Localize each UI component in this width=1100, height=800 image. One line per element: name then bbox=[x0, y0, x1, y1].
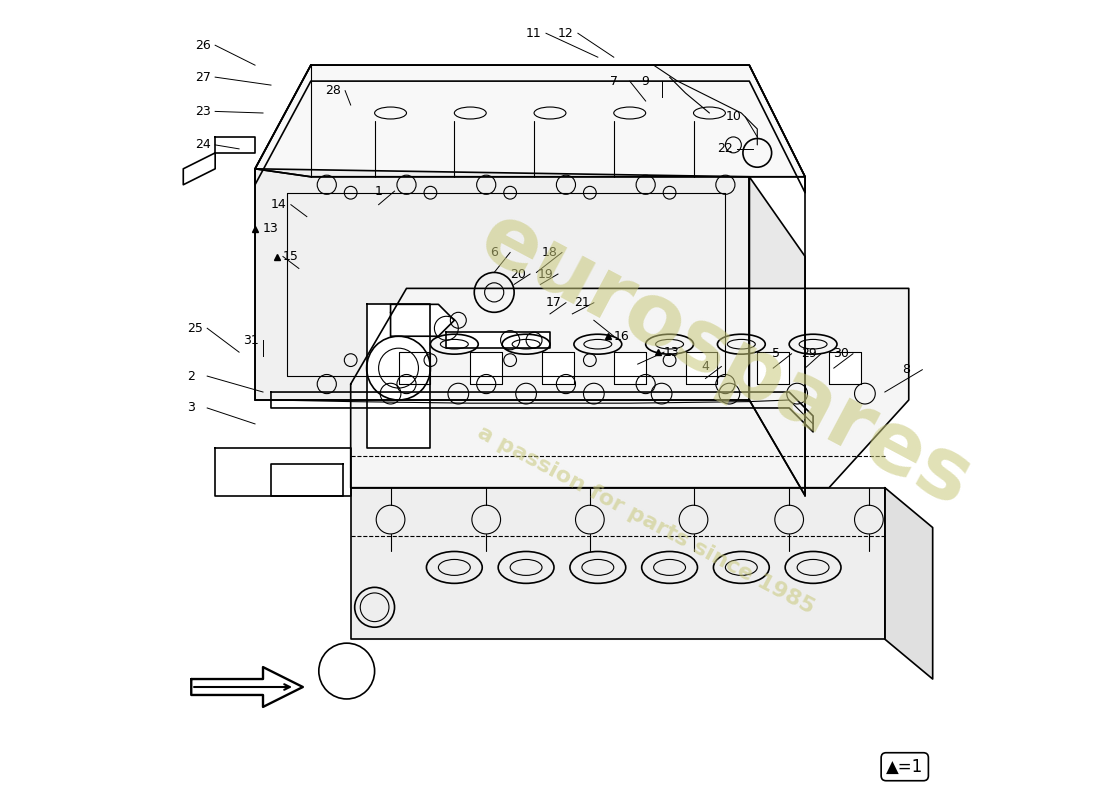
Text: 11: 11 bbox=[526, 26, 542, 40]
Text: 1: 1 bbox=[375, 185, 383, 198]
Text: eurospares: eurospares bbox=[465, 195, 986, 525]
Polygon shape bbox=[216, 137, 255, 153]
Text: 10: 10 bbox=[725, 110, 741, 123]
Text: 26: 26 bbox=[195, 38, 211, 52]
Polygon shape bbox=[191, 667, 302, 707]
Text: 13: 13 bbox=[664, 346, 680, 358]
Polygon shape bbox=[757, 352, 789, 384]
Text: 31: 31 bbox=[243, 334, 258, 346]
Text: 30: 30 bbox=[833, 347, 849, 360]
Text: a passion for parts since 1985: a passion for parts since 1985 bbox=[474, 422, 817, 618]
Text: 27: 27 bbox=[195, 70, 211, 84]
Text: ▲=1: ▲=1 bbox=[887, 758, 923, 776]
Text: 17: 17 bbox=[546, 296, 562, 310]
Polygon shape bbox=[884, 488, 933, 679]
Polygon shape bbox=[749, 177, 805, 496]
Text: 8: 8 bbox=[902, 363, 911, 376]
Polygon shape bbox=[351, 288, 909, 488]
Polygon shape bbox=[351, 488, 884, 639]
Polygon shape bbox=[398, 352, 430, 384]
Text: 25: 25 bbox=[187, 322, 204, 334]
Polygon shape bbox=[255, 169, 749, 400]
Text: 4: 4 bbox=[702, 360, 710, 373]
Polygon shape bbox=[685, 352, 717, 384]
Polygon shape bbox=[184, 153, 216, 185]
Text: 12: 12 bbox=[558, 26, 574, 40]
Polygon shape bbox=[216, 448, 351, 496]
Text: 21: 21 bbox=[574, 296, 590, 310]
Polygon shape bbox=[255, 65, 805, 177]
Text: 9: 9 bbox=[641, 74, 650, 88]
Text: 13: 13 bbox=[263, 222, 278, 235]
Polygon shape bbox=[829, 352, 861, 384]
Text: 29: 29 bbox=[801, 347, 817, 360]
Polygon shape bbox=[542, 352, 574, 384]
Text: 6: 6 bbox=[491, 246, 498, 259]
Text: 3: 3 bbox=[187, 402, 195, 414]
Text: 23: 23 bbox=[195, 105, 211, 118]
Text: 20: 20 bbox=[510, 267, 526, 281]
Polygon shape bbox=[447, 332, 550, 348]
Polygon shape bbox=[366, 304, 430, 448]
Polygon shape bbox=[471, 352, 503, 384]
Text: 22: 22 bbox=[717, 142, 734, 155]
Text: 7: 7 bbox=[609, 74, 618, 88]
Text: 2: 2 bbox=[187, 370, 195, 382]
Text: 5: 5 bbox=[771, 347, 780, 360]
Text: 24: 24 bbox=[195, 138, 211, 151]
Text: 19: 19 bbox=[538, 267, 553, 281]
Text: 28: 28 bbox=[326, 84, 341, 97]
Polygon shape bbox=[271, 464, 343, 496]
Text: 18: 18 bbox=[542, 246, 558, 259]
Polygon shape bbox=[390, 304, 454, 336]
Text: 14: 14 bbox=[271, 198, 287, 211]
Text: 15: 15 bbox=[283, 250, 299, 263]
Polygon shape bbox=[614, 352, 646, 384]
Text: 16: 16 bbox=[614, 330, 629, 342]
Polygon shape bbox=[255, 65, 805, 193]
